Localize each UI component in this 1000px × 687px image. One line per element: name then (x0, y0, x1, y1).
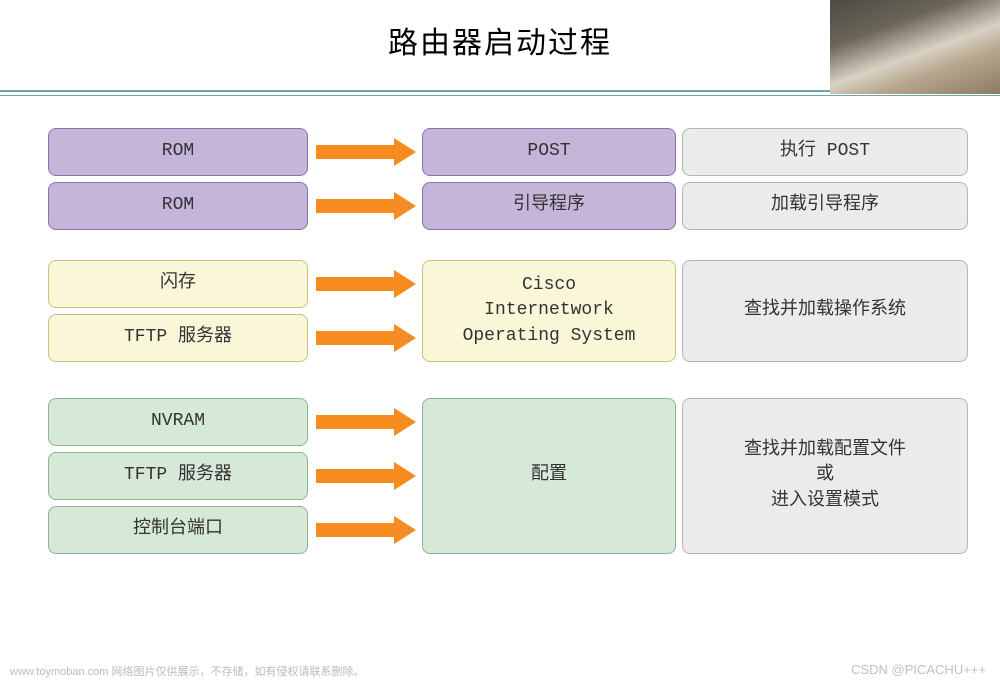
arrow-g3-1 (316, 462, 416, 490)
g3-left-1: TFTP 服务器 (48, 452, 308, 500)
g2-left-1: TFTP 服务器 (48, 314, 308, 362)
arrow-g1-0 (316, 138, 416, 166)
g2-left-0: 闪存 (48, 260, 308, 308)
g1-left-0: ROM (48, 128, 308, 176)
arrow-g3-2 (316, 516, 416, 544)
arrow-g2-1 (316, 324, 416, 352)
webcam-overlay (830, 0, 1000, 94)
g3-right: 查找并加载配置文件 或 进入设置模式 (682, 398, 968, 554)
footer-right: CSDN @PICACHU+++ (851, 662, 986, 677)
g1-left-1: ROM (48, 182, 308, 230)
g2-mid: Cisco Internetwork Operating System (422, 260, 676, 362)
g1-right-1: 加载引导程序 (682, 182, 968, 230)
g3-mid: 配置 (422, 398, 676, 554)
footer-left: www.toymoban.com 网络图片仅供展示，不存储，如有侵权请联系删除。 (10, 663, 364, 679)
g3-left-2: 控制台端口 (48, 506, 308, 554)
g1-mid-1: 引导程序 (422, 182, 676, 230)
arrow-g2-0 (316, 270, 416, 298)
g1-right-0: 执行 POST (682, 128, 968, 176)
g1-mid-0: POST (422, 128, 676, 176)
arrow-g3-0 (316, 408, 416, 436)
g3-left-0: NVRAM (48, 398, 308, 446)
g2-right: 查找并加载操作系统 (682, 260, 968, 362)
arrow-g1-1 (316, 192, 416, 220)
